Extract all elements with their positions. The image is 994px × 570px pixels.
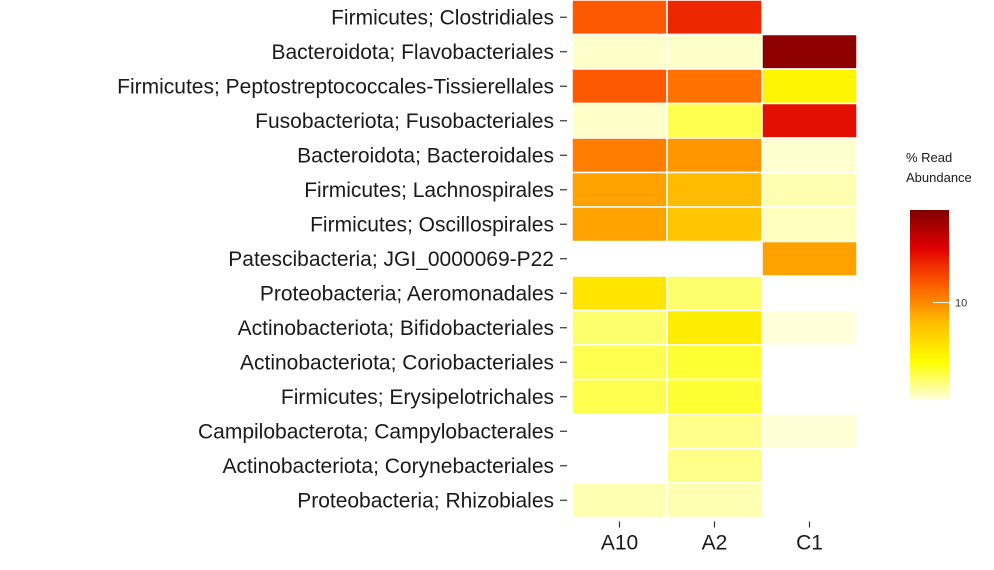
heatmap-cell (761, 309, 858, 346)
row-label: Firmicutes; Lachnospirales (304, 179, 554, 202)
row-label: Campilobacterota; Campylobacterales (198, 420, 554, 443)
heatmap-cell (666, 378, 763, 415)
row-label: Firmicutes; Erysipelotrichales (281, 386, 554, 409)
row-label: Bacteroidota; Bacteroidales (297, 144, 554, 167)
heatmap-cell (571, 68, 668, 105)
row-label: Actinobacteriota; Corynebacteriales (222, 455, 554, 478)
heatmap-cell (666, 447, 763, 484)
heatmap-cell (571, 378, 668, 415)
heatmap-cell (666, 275, 763, 312)
heatmap-cell (666, 33, 763, 70)
heatmap-cell (761, 171, 858, 208)
row-label: Firmicutes; Clostridiales (331, 6, 554, 29)
heatmap-cell (571, 344, 668, 381)
heatmap-cells (571, 0, 858, 519)
heatmap-cell (666, 68, 763, 105)
heatmap-cell (761, 33, 858, 70)
heatmap-cell (571, 482, 668, 519)
heatmap-cell (571, 0, 668, 36)
heatmap-cell (571, 137, 668, 174)
column-label: A2 (702, 532, 728, 555)
heatmap-cell (761, 68, 858, 105)
row-labels: Firmicutes; Clostridiales Bacteroidota; F… (117, 6, 567, 512)
heatmap-cell (571, 275, 668, 312)
column-labels: A10 A2 C1 (601, 521, 823, 555)
heatmap-cell (666, 102, 763, 139)
heatmap-cell (571, 171, 668, 208)
heatmap-cell (666, 413, 763, 450)
heatmap-cell (761, 102, 858, 139)
heatmap-cell (761, 206, 858, 243)
row-label: Firmicutes; Oscillospirales (310, 213, 554, 236)
heatmap-cell (571, 309, 668, 346)
heatmap-cell (666, 0, 763, 36)
heatmap-cell (666, 206, 763, 243)
row-label: Firmicutes; Peptostreptococcales-Tissier… (117, 75, 554, 98)
row-label: Proteobacteria; Rhizobiales (297, 489, 554, 512)
column-label: C1 (796, 532, 823, 555)
heatmap-cell (571, 33, 668, 70)
heatmap-cell (666, 309, 763, 346)
heatmap-cell (666, 137, 763, 174)
heatmap-cell (761, 137, 858, 174)
color-legend: % Read Abundance 10 (906, 150, 972, 400)
legend-tick-label: 10 (955, 298, 967, 310)
heatmap-cell (666, 344, 763, 381)
row-label: Fusobacteriota; Fusobacteriales (255, 110, 554, 133)
heatmap-cell (666, 171, 763, 208)
row-label: Patescibacteria; JGI_0000069-P22 (228, 248, 554, 271)
heatmap-cell (761, 413, 858, 450)
legend-title-line-1: % Read (906, 150, 952, 165)
row-label: Proteobacteria; Aeromonadales (260, 282, 554, 305)
row-label: Actinobacteriota; Coriobacteriales (240, 351, 554, 374)
legend-colorbar (910, 210, 949, 400)
row-label: Actinobacteriota; Bifidobacteriales (238, 317, 554, 340)
legend-ticks: 10 (933, 298, 967, 310)
legend-title-line-2: Abundance (906, 170, 972, 185)
heatmap-cell (571, 102, 668, 139)
heatmap-cell (666, 482, 763, 519)
heatmap-cell (571, 206, 668, 243)
heatmap-cell (761, 240, 858, 277)
column-label: A10 (601, 532, 638, 555)
row-label: Bacteroidota; Flavobacteriales (272, 41, 555, 64)
